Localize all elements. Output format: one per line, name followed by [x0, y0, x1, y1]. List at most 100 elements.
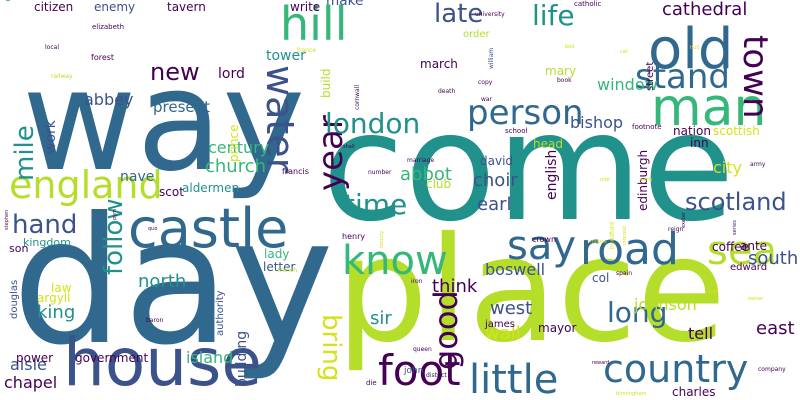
word-shall: shall: [343, 144, 355, 150]
word-come: come: [322, 81, 735, 255]
word-hand: hand: [12, 210, 78, 240]
word-exeter: exeter: [681, 212, 687, 228]
word-make: make: [326, 0, 364, 9]
word-country: country: [603, 347, 749, 391]
word-footnote: footnote: [632, 123, 662, 131]
word-foot: foot: [378, 346, 461, 395]
word-james: james: [485, 319, 516, 330]
word-france: france: [297, 47, 317, 54]
word-present: present: [153, 98, 211, 116]
word-mayor: mayor: [538, 321, 577, 335]
word-nave: nave: [120, 169, 155, 185]
word-king: king: [37, 302, 76, 323]
word-south: south: [748, 248, 799, 269]
word-john: john: [404, 366, 424, 376]
word-coffee: coffee: [712, 240, 749, 254]
word-railway: railway: [51, 73, 73, 80]
word-enemy: enemy: [94, 0, 136, 14]
word-lady: lady: [264, 247, 290, 261]
word-know: know: [342, 238, 448, 284]
word-baron: baron: [146, 317, 164, 324]
word-reward: reward: [592, 360, 610, 366]
word-david: david: [480, 154, 514, 168]
word-chapel: chapel: [4, 373, 58, 392]
word-england: england: [9, 163, 163, 207]
word-number: number: [368, 169, 392, 176]
word-bring: bring: [316, 314, 346, 382]
word-stephen: stephen: [4, 209, 10, 230]
word-city: city: [713, 158, 742, 177]
word-east: east: [756, 318, 795, 339]
word-hyndford: hyndford: [609, 222, 616, 249]
word-death: death: [438, 88, 456, 95]
word-die: die: [366, 379, 377, 387]
word-ride: ride: [600, 177, 610, 183]
word-english: english: [544, 149, 560, 200]
word-town: town: [735, 35, 775, 119]
word-time: time: [344, 188, 408, 221]
word-century: century: [208, 138, 270, 157]
word-war: war: [481, 96, 493, 103]
word-kingdom: kingdom: [23, 236, 71, 249]
word-district: district: [426, 372, 447, 379]
word-university: university: [475, 11, 505, 18]
word-think: think: [432, 276, 478, 297]
word-queen: queen: [413, 346, 432, 353]
word-earl: earl: [477, 194, 512, 215]
word-series: series: [732, 220, 738, 235]
word-tell: tell: [688, 324, 714, 343]
word-aldermen: aldermen: [182, 181, 240, 195]
word-charles: charles: [672, 385, 716, 399]
word-church: church: [205, 156, 267, 177]
word-side: side: [708, 289, 719, 295]
word-castle: castle: [128, 197, 289, 260]
word-lord: lord: [218, 66, 245, 82]
word-pym: pym: [112, 208, 118, 220]
word-like: like: [599, 0, 609, 3]
word-tower: tower: [266, 48, 306, 64]
word-build: build: [319, 68, 333, 98]
word-write: write: [290, 0, 321, 14]
word-argyll: argyll: [37, 291, 71, 305]
word-scotland: scotland: [685, 188, 787, 216]
word-school: school: [505, 127, 528, 135]
word-north: north: [138, 271, 187, 292]
word-mile: mile: [10, 125, 40, 181]
word-cat: cat: [620, 49, 628, 55]
word-interest: interest: [622, 225, 628, 245]
word-bed: bed: [565, 44, 575, 50]
word-francis: francis: [282, 167, 309, 176]
word-scot: scot: [159, 185, 184, 199]
word-cornwall: cornwall: [354, 84, 361, 110]
word-london: london: [325, 107, 421, 140]
word-french: french: [278, 267, 298, 274]
word-catholic: catholic: [574, 0, 602, 8]
word-spain: spain: [616, 270, 633, 277]
word-crown: crown: [532, 235, 557, 244]
word-building: building: [234, 330, 250, 387]
word-club: club: [426, 177, 452, 191]
word-west: west: [490, 298, 533, 319]
word-owner: owner: [748, 296, 764, 302]
word-life: life: [532, 0, 575, 32]
word-government: government: [75, 351, 149, 365]
word-day: day: [12, 181, 334, 384]
word-douglas: douglas: [9, 279, 20, 319]
word-birmingham: birmingham: [616, 391, 647, 397]
word-book: book: [557, 77, 572, 84]
word-mouse: mouse: [590, 239, 607, 245]
word-good: good: [427, 290, 465, 370]
word-old: old: [648, 17, 734, 82]
word-quo: quo: [148, 226, 158, 232]
word-late: late: [434, 0, 484, 29]
word-water: water: [258, 65, 302, 174]
word-sir: sir: [370, 308, 392, 329]
word-tavern: tavern: [167, 0, 206, 14]
word-authority: authority: [215, 290, 226, 336]
word-choir: choir: [473, 170, 518, 191]
word-head: head: [533, 137, 563, 151]
word-early: early: [640, 177, 653, 183]
word-long: long: [607, 296, 668, 329]
word-copy: copy: [478, 79, 493, 86]
